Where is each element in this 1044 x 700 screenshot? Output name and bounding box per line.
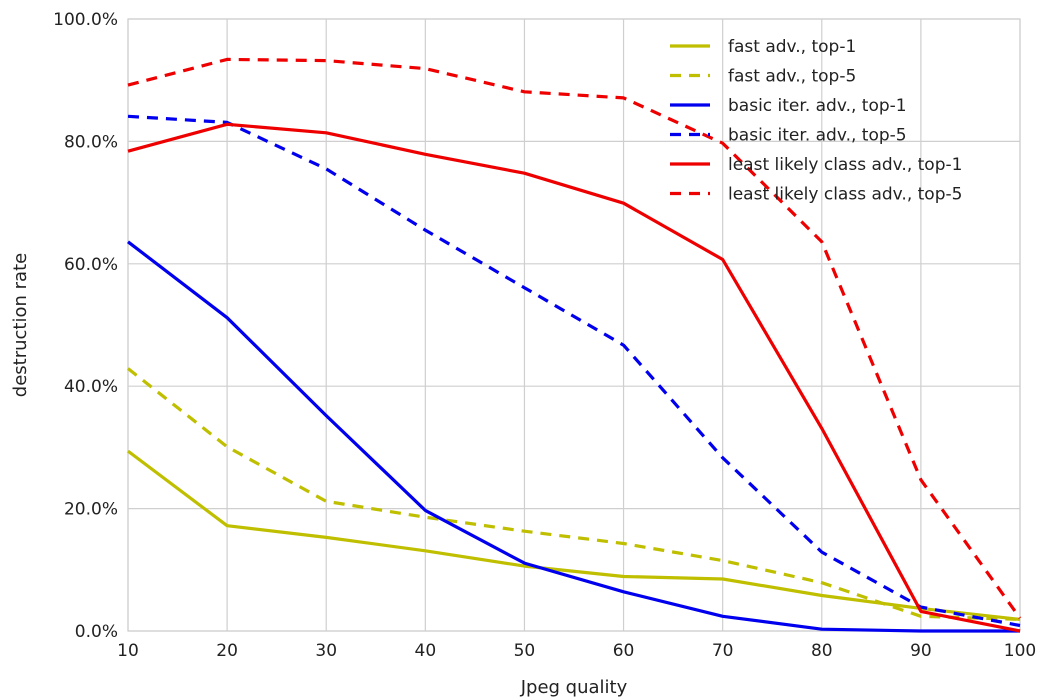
legend-entry: least likely class adv., top-1: [728, 155, 962, 175]
x-tick-label: 80: [811, 641, 833, 661]
legend-entry: basic iter. adv., top-1: [728, 96, 907, 116]
series-line-4: [127, 114, 1021, 628]
legend: fast adv., top-1 fast adv., top-5 basic it…: [670, 37, 962, 205]
series-lines: [127, 57, 1022, 633]
y-tick-label: 0.0%: [75, 622, 118, 642]
x-tick-label: 100: [1004, 641, 1036, 661]
y-axis-ticks: 0.0% 20.0% 40.0% 60.0% 80.0% 100.0%: [53, 10, 118, 642]
series-line-1: [127, 449, 1021, 621]
x-tick-label: 70: [712, 641, 734, 661]
y-tick-label: 60.0%: [64, 255, 118, 275]
series-line-6: [127, 57, 1022, 620]
y-tick-label: 80.0%: [64, 132, 118, 152]
y-axis-label: destruction rate: [10, 253, 31, 397]
y-tick-label: 100.0%: [53, 10, 118, 30]
series-line-2: [127, 367, 1021, 621]
x-tick-label: 90: [910, 641, 932, 661]
y-tick-label: 40.0%: [64, 377, 118, 397]
x-axis-ticks: 10 20 30 40 50 60 70 80 90 100: [117, 641, 1036, 661]
series-line-3: [127, 240, 1020, 633]
x-tick-label: 20: [216, 641, 238, 661]
series-line-5: [127, 122, 1021, 633]
legend-entry: fast adv., top-1: [728, 37, 856, 57]
x-tick-label: 10: [117, 641, 139, 661]
legend-entry: basic iter. adv., top-5: [728, 126, 907, 146]
y-tick-label: 20.0%: [64, 500, 118, 520]
x-tick-label: 40: [415, 641, 437, 661]
legend-entry: fast adv., top-5: [728, 67, 856, 87]
x-tick-label: 60: [613, 641, 635, 661]
plot-frame: [127, 18, 1021, 632]
x-tick-label: 50: [514, 641, 536, 661]
axes: [127, 18, 1021, 632]
legend-entry: least likely class adv., top-5: [728, 185, 962, 205]
x-axis-label: Jpeg quality: [520, 677, 628, 698]
x-tick-label: 30: [315, 641, 337, 661]
